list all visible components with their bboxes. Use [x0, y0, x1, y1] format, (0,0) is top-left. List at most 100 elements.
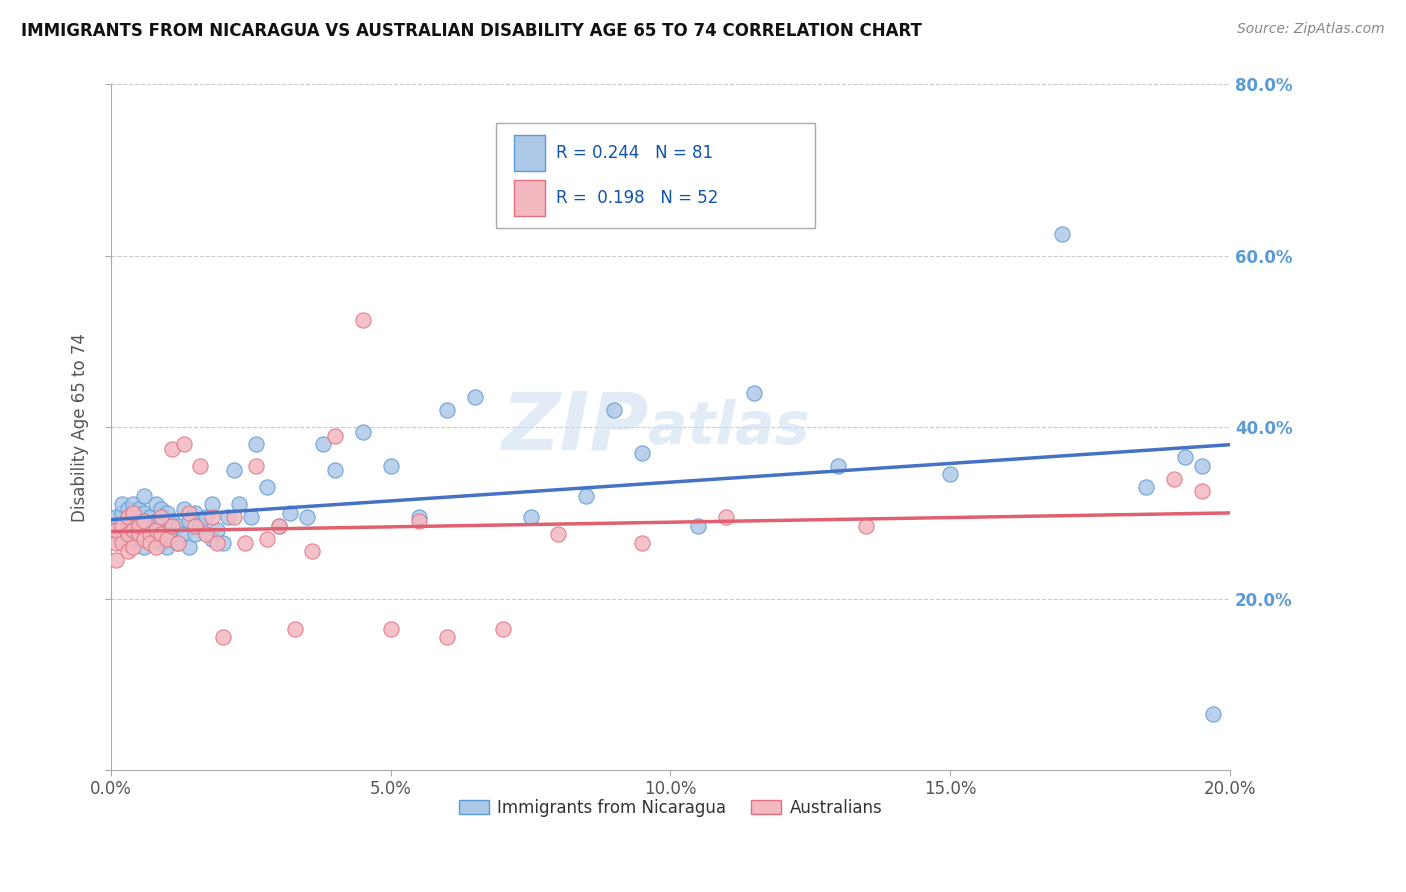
Point	[122, 532, 145, 546]
Point	[228, 497, 250, 511]
Point	[211, 536, 233, 550]
Point	[150, 536, 173, 550]
Point	[1163, 472, 1185, 486]
Point	[105, 510, 128, 524]
Point	[173, 437, 195, 451]
Point	[156, 540, 179, 554]
Point	[631, 446, 654, 460]
Point	[156, 532, 179, 546]
Point	[295, 510, 318, 524]
Point	[352, 313, 374, 327]
Point	[122, 540, 145, 554]
Point	[139, 527, 162, 541]
Point	[222, 463, 245, 477]
Point	[183, 518, 205, 533]
Point	[139, 518, 162, 533]
Point	[547, 527, 569, 541]
Point	[122, 515, 145, 529]
Point	[111, 506, 134, 520]
Point	[267, 518, 290, 533]
Text: atlas: atlas	[648, 399, 810, 456]
Point	[222, 510, 245, 524]
Point	[323, 463, 346, 477]
Point	[128, 518, 150, 533]
Point	[150, 510, 173, 524]
Point	[122, 523, 145, 537]
Point	[134, 540, 156, 554]
Point	[150, 527, 173, 541]
Point	[134, 506, 156, 520]
Point	[200, 510, 222, 524]
Point	[156, 523, 179, 537]
Point	[134, 489, 156, 503]
Y-axis label: Disability Age 65 to 74: Disability Age 65 to 74	[72, 333, 89, 522]
Point	[200, 497, 222, 511]
Point	[1191, 484, 1213, 499]
Point	[117, 544, 139, 558]
Point	[128, 510, 150, 524]
Point	[827, 458, 849, 473]
Point	[150, 518, 173, 533]
Point	[194, 527, 217, 541]
Point	[162, 518, 184, 533]
Point	[122, 523, 145, 537]
Point	[162, 532, 184, 546]
Point	[380, 622, 402, 636]
Legend: Immigrants from Nicaragua, Australians: Immigrants from Nicaragua, Australians	[453, 792, 889, 823]
Point	[145, 523, 167, 537]
Point	[211, 630, 233, 644]
Point	[139, 510, 162, 524]
Point	[1050, 227, 1073, 242]
Point	[105, 523, 128, 537]
Point	[139, 536, 162, 550]
Point	[117, 536, 139, 550]
Point	[1174, 450, 1197, 465]
Point	[205, 523, 228, 537]
Point	[111, 532, 134, 546]
Point	[245, 437, 267, 451]
Point	[122, 506, 145, 520]
Point	[111, 518, 134, 533]
Point	[855, 518, 877, 533]
Point	[278, 506, 301, 520]
Point	[128, 518, 150, 533]
Point	[183, 527, 205, 541]
Point	[134, 515, 156, 529]
Point	[233, 536, 256, 550]
Point	[179, 506, 201, 520]
Point	[128, 501, 150, 516]
Point	[156, 506, 179, 520]
Point	[436, 403, 458, 417]
Point	[744, 386, 766, 401]
Point	[122, 497, 145, 511]
Point	[436, 630, 458, 644]
Point	[105, 527, 128, 541]
Point	[188, 518, 211, 533]
Point	[162, 515, 184, 529]
Point	[105, 536, 128, 550]
Point	[173, 527, 195, 541]
Point	[105, 553, 128, 567]
Point	[139, 527, 162, 541]
Point	[117, 518, 139, 533]
Point	[173, 501, 195, 516]
Point	[183, 506, 205, 520]
Text: ZIP: ZIP	[501, 388, 648, 467]
Point	[162, 442, 184, 456]
Point	[301, 544, 323, 558]
Point	[408, 515, 430, 529]
Point	[284, 622, 307, 636]
Text: IMMIGRANTS FROM NICARAGUA VS AUSTRALIAN DISABILITY AGE 65 TO 74 CORRELATION CHAR: IMMIGRANTS FROM NICARAGUA VS AUSTRALIAN …	[21, 22, 922, 40]
Point	[245, 458, 267, 473]
Point	[179, 540, 201, 554]
Point	[1202, 707, 1225, 722]
Point	[167, 536, 190, 550]
Point	[1135, 480, 1157, 494]
Point	[128, 527, 150, 541]
Point	[134, 523, 156, 537]
Point	[256, 532, 278, 546]
Point	[128, 527, 150, 541]
Point	[464, 390, 486, 404]
Point	[716, 510, 738, 524]
Point	[312, 437, 335, 451]
